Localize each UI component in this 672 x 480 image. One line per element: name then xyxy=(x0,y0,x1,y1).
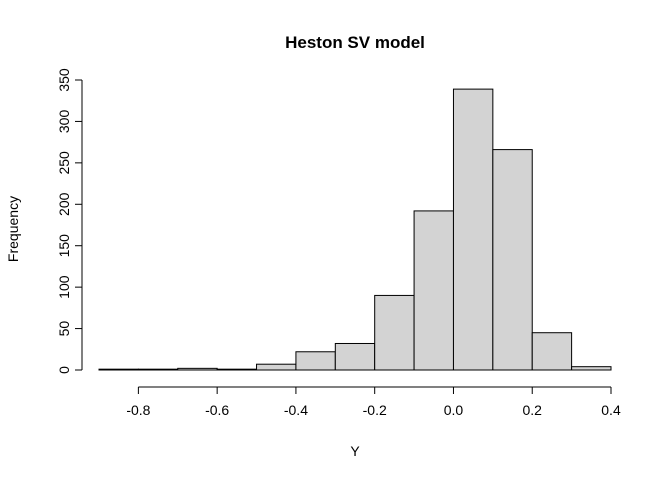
histogram-bar xyxy=(452,88,494,371)
y-tick-label: 200 xyxy=(56,192,72,216)
y-tick-label: 50 xyxy=(56,321,72,337)
y-tick-label: 250 xyxy=(56,151,72,175)
x-axis-label: Y xyxy=(350,443,360,459)
y-tick-label: 300 xyxy=(56,110,72,134)
y-axis-label: Frequency xyxy=(5,196,21,262)
histogram-bar xyxy=(334,342,376,371)
bars-group xyxy=(98,88,612,371)
x-tick-label: 0.4 xyxy=(601,402,621,418)
x-tick-label: -0.2 xyxy=(363,402,387,418)
y-tick-label: 0 xyxy=(56,366,72,374)
histogram-bar xyxy=(177,367,218,371)
histogram-bar xyxy=(571,366,612,371)
histogram-bar xyxy=(98,368,139,371)
histogram-bar xyxy=(531,332,573,371)
y-axis: 0 50 100 150 200 250 300 350 xyxy=(56,68,83,374)
y-tick-label: 150 xyxy=(56,234,72,258)
histogram-bar xyxy=(413,210,454,371)
y-tick-label: 350 xyxy=(56,68,72,92)
x-tick-label: 0.0 xyxy=(444,402,464,418)
x-tick-label: -0.4 xyxy=(284,402,308,418)
histogram-bar xyxy=(137,368,179,371)
y-tick-label: 100 xyxy=(56,275,72,299)
histogram-bar xyxy=(256,363,297,371)
x-tick-label: -0.6 xyxy=(205,402,229,418)
histogram-bar xyxy=(374,294,415,371)
chart-title: Heston SV model xyxy=(285,33,425,52)
histogram-bar xyxy=(216,368,258,371)
histogram-bar xyxy=(295,351,336,371)
histogram-bar xyxy=(492,149,533,371)
x-axis: -0.8 -0.6 -0.4 -0.2 0.0 0.2 0.4 xyxy=(126,386,621,418)
x-tick-label: 0.2 xyxy=(522,402,542,418)
x-tick-label: -0.8 xyxy=(126,402,150,418)
